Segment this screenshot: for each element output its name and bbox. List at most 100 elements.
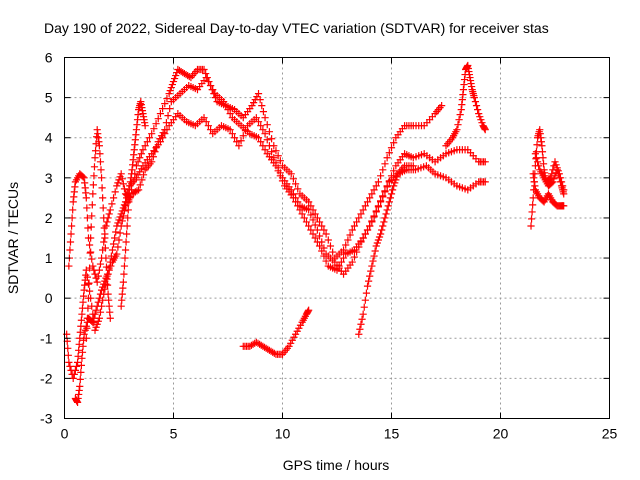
data-point — [527, 222, 535, 230]
data-point — [65, 358, 73, 366]
data-point — [113, 182, 121, 190]
data-point — [254, 134, 263, 142]
data-point — [200, 114, 208, 122]
data-point — [120, 185, 129, 193]
data-point — [252, 114, 260, 122]
data-point — [106, 314, 114, 322]
data-point — [318, 222, 326, 230]
data-point — [74, 352, 82, 360]
data-point — [320, 252, 328, 260]
data-point — [315, 218, 324, 226]
data-point — [99, 204, 107, 212]
data-point — [94, 298, 102, 306]
data-point — [119, 284, 127, 292]
data-point — [237, 137, 245, 145]
x-tick-label: 25 — [602, 426, 618, 442]
data-point — [461, 185, 469, 193]
data-point — [72, 362, 81, 370]
data-point — [161, 100, 169, 108]
data-point — [438, 102, 446, 110]
data-point — [350, 222, 359, 230]
data-point — [98, 184, 106, 192]
data-point — [96, 308, 105, 316]
plot-frame — [64, 57, 610, 419]
data-point — [125, 190, 133, 198]
data-point — [107, 262, 115, 270]
data-point — [378, 226, 386, 234]
data-point — [257, 122, 265, 130]
data-point — [329, 248, 337, 256]
data-point — [379, 166, 387, 174]
data-point — [478, 119, 486, 127]
x-tick-label: 0 — [61, 426, 69, 442]
y-tick-label: 3 — [45, 170, 53, 186]
data-point — [88, 212, 96, 220]
data-point — [265, 142, 274, 150]
data-point — [361, 296, 369, 304]
data-point — [481, 158, 489, 166]
data-point — [84, 304, 92, 312]
y-tick-label: 0 — [45, 290, 53, 306]
data-point — [258, 102, 266, 110]
data-point — [272, 162, 280, 170]
data-point — [123, 222, 131, 230]
data-point — [556, 178, 565, 186]
data-point — [333, 266, 341, 274]
data-point — [153, 143, 161, 151]
data-point — [64, 344, 72, 352]
data-point — [96, 260, 105, 268]
data-point — [75, 346, 83, 354]
data-point — [469, 152, 477, 160]
data-point — [447, 148, 456, 156]
data-point — [91, 147, 100, 155]
y-tick-label: 1 — [45, 250, 53, 266]
data-point — [388, 186, 397, 194]
data-point — [118, 296, 126, 304]
data-point — [112, 228, 120, 236]
data-point — [560, 190, 568, 198]
data-point — [366, 194, 374, 202]
data-point — [122, 238, 130, 246]
data-point — [204, 122, 212, 130]
data-point — [166, 105, 174, 113]
data-point — [125, 198, 133, 206]
data-point — [132, 162, 141, 170]
data-point — [119, 180, 127, 188]
data-point — [268, 135, 276, 143]
data-point — [138, 176, 146, 184]
data-point — [259, 108, 268, 116]
data-point — [96, 290, 105, 298]
data-point — [79, 173, 87, 181]
data-point — [124, 206, 132, 214]
data-point — [350, 253, 359, 261]
data-point — [481, 178, 489, 186]
data-point — [372, 208, 380, 216]
data-point — [114, 179, 122, 187]
data-point — [305, 206, 313, 214]
data-point — [335, 262, 343, 270]
data-point — [163, 95, 171, 103]
data-point — [307, 202, 315, 210]
data-point — [348, 226, 356, 234]
data-point — [85, 279, 93, 287]
data-points — [63, 61, 568, 407]
data-point — [67, 230, 75, 238]
data-point — [355, 330, 363, 338]
data-point — [124, 214, 132, 222]
data-point — [136, 181, 144, 189]
data-point — [239, 132, 247, 140]
y-tick-label: -2 — [40, 370, 53, 386]
data-point — [76, 375, 84, 383]
data-point — [69, 206, 77, 214]
data-point — [313, 238, 321, 246]
data-point — [373, 239, 381, 247]
data-point — [366, 272, 374, 280]
data-point — [100, 238, 108, 246]
data-point — [307, 211, 315, 219]
data-point — [411, 166, 420, 174]
data-point — [553, 166, 561, 174]
data-point — [535, 162, 543, 170]
data-point — [305, 306, 313, 314]
data-point — [206, 126, 215, 134]
data-point — [455, 116, 463, 124]
